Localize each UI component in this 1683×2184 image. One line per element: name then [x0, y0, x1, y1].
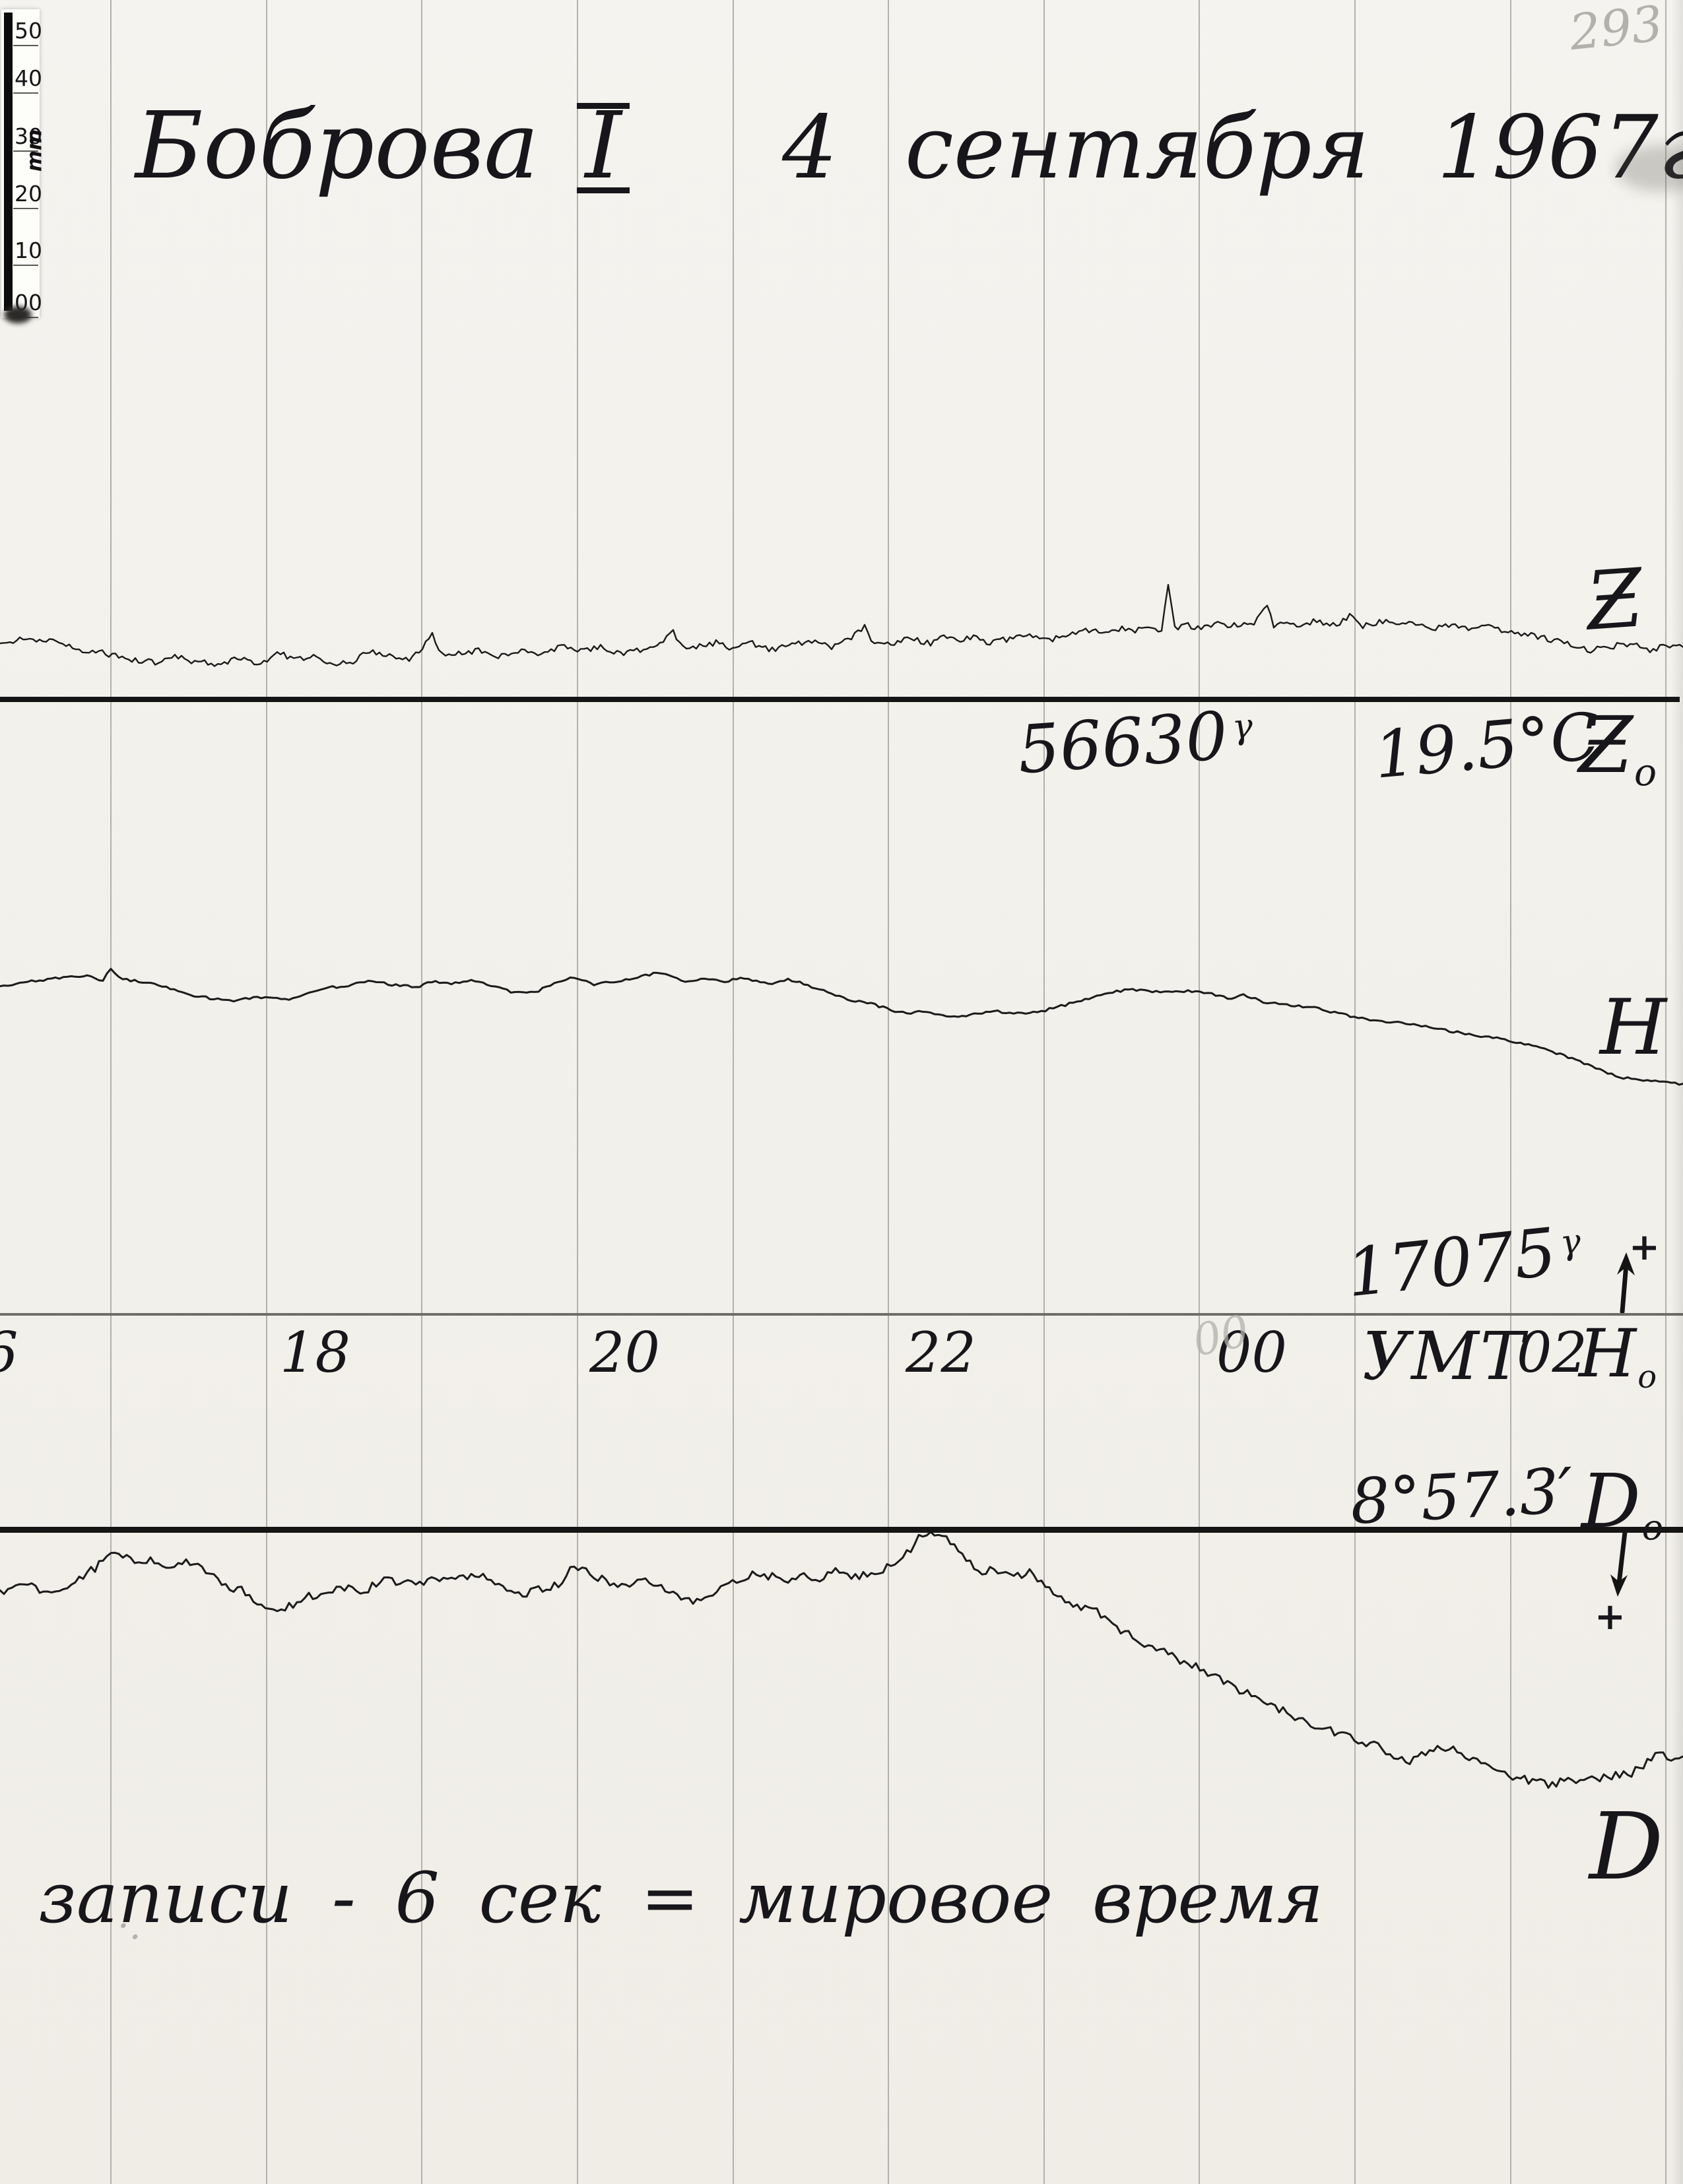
- scale-bar-tick-line: [13, 45, 38, 46]
- hour-grid-line: [1199, 0, 1200, 2184]
- scale-bar-tick: 10: [13, 238, 42, 266]
- hour-grid-line: [1043, 0, 1045, 2184]
- time-label-02: 02: [1517, 1320, 1587, 1385]
- scale-bar-tick: 50: [13, 18, 42, 46]
- scale-bar-tick: 30: [13, 123, 42, 152]
- hour-grid-line: [733, 0, 734, 2184]
- scale-bar-tick-label: 50: [15, 18, 42, 44]
- scale-bar-tick-label: 10: [15, 238, 42, 263]
- scale-bar-tick-label: 20: [15, 181, 42, 207]
- hour-grid-line: [110, 0, 112, 2184]
- hour-grid-line: [1354, 0, 1356, 2184]
- time-label-18: 18: [280, 1320, 350, 1385]
- z-baseline-line: [0, 697, 1680, 702]
- d-component-trace: [0, 1531, 1683, 1789]
- time-label-22: 22: [906, 1320, 976, 1385]
- d-trace-label: D: [1589, 1793, 1664, 1901]
- z-component-trace: [0, 584, 1683, 667]
- scale-bar-tick: 40: [13, 65, 42, 94]
- scale-bar-tick-label: 30: [15, 123, 42, 149]
- hour-grid-line: [888, 0, 889, 2184]
- scale-bar-tick-label: 40: [15, 65, 42, 91]
- declination-value: 8°57.3′: [1348, 1455, 1575, 1539]
- scan-edge-shade: [1671, 0, 1683, 2184]
- h-trace-label: H: [1600, 983, 1667, 1072]
- page-number-pencil: 293: [1566, 0, 1666, 62]
- h-baseline-value: 17075γ: [1342, 1213, 1583, 1312]
- scale-bar-tick-line: [13, 208, 38, 209]
- time-axis-line: [0, 1313, 1683, 1316]
- pencil-dots: ·.: [117, 1905, 141, 1948]
- time-label-00: 00: [1216, 1320, 1287, 1385]
- gamma-symbol: γ: [1558, 1221, 1583, 1264]
- umt-label: УМТ: [1362, 1318, 1526, 1395]
- scale-bar-tick-line: [13, 92, 38, 94]
- h0-label: Ho: [1579, 1315, 1657, 1396]
- d0-label: Do: [1581, 1459, 1664, 1548]
- scale-bar-black-strip: [4, 13, 13, 311]
- d-baseline-line: [0, 1527, 1683, 1533]
- record-date: 4 сентября 1967г: [782, 97, 1683, 199]
- z0-label: Ƶo: [1579, 699, 1657, 794]
- z-baseline-value: 56630γ: [1015, 697, 1255, 789]
- hour-grid-line: [577, 0, 578, 2184]
- hour-grid-line: [421, 0, 422, 2184]
- mm-scale-bar: 50 40 30 20 10 00 mm: [1, 9, 46, 318]
- station-number-roman: I: [577, 100, 630, 193]
- scale-bar-unit: mm: [22, 129, 47, 172]
- z-trace-label: Ƶ: [1583, 551, 1646, 649]
- scale-bar-tick-line: [13, 150, 38, 152]
- scale-bar-tick-line: [13, 265, 38, 266]
- scale-bar-tick: 20: [13, 181, 42, 209]
- d-polarity-plus: +: [1595, 1595, 1626, 1638]
- h-polarity-plus: +: [1629, 1225, 1660, 1269]
- time-label-6: 6: [0, 1325, 18, 1380]
- time-label-20: 20: [589, 1320, 660, 1385]
- station-title: Боброва I: [135, 100, 630, 193]
- gamma-symbol: γ: [1230, 707, 1255, 748]
- temperature-value: 19.5°C: [1371, 699, 1603, 794]
- pencil-ghost-00: 00: [1188, 1305, 1253, 1366]
- hour-grid-line: [1510, 0, 1511, 2184]
- ink-blob: [4, 306, 32, 323]
- pencil-smudge: [1616, 145, 1683, 191]
- h-component-trace: [0, 967, 1683, 1086]
- hour-grid-line: [266, 0, 267, 2184]
- footer-note: записи - 6 сек = мировое время: [38, 1857, 1324, 1939]
- hour-grid-line: [1665, 0, 1666, 2184]
